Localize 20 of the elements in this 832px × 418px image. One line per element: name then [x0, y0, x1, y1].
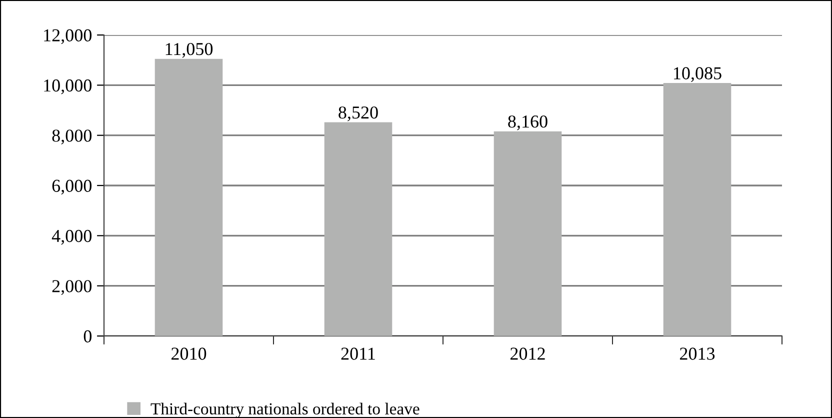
y-tick-label: 10,000	[44, 79, 92, 94]
y-tick-label: 6,000	[52, 180, 92, 195]
y-tick-label: 0	[84, 330, 92, 342]
bar	[494, 131, 562, 336]
bar	[663, 83, 732, 336]
data-label: 11,050	[166, 42, 213, 58]
y-tick-label: 8,000	[52, 130, 92, 144]
x-tick-label: 2011	[341, 348, 375, 360]
bar	[324, 122, 392, 336]
y-tick-label: 2,000	[52, 280, 92, 295]
x-tick-label: 2012	[510, 348, 545, 360]
bar	[154, 58, 223, 336]
data-label: 8,160	[508, 115, 548, 130]
data-label: 10,085	[674, 67, 722, 82]
legend-label: Third-country nationals ordered to leave	[150, 402, 420, 418]
x-tick-label: 2010	[171, 348, 206, 360]
x-tick-label: 2013	[680, 348, 715, 360]
y-tick-label: 4,000	[52, 230, 92, 245]
data-label: 8,520	[338, 106, 378, 122]
y-tick-label: 12,000	[44, 29, 92, 44]
